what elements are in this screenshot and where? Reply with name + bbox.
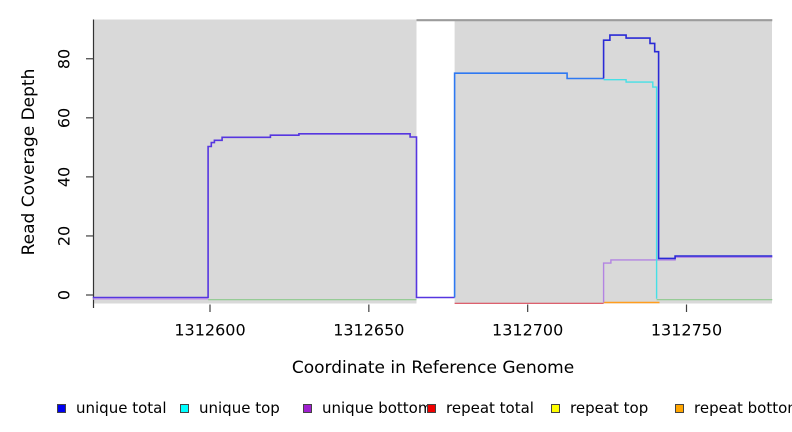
legend-item-repeat-bottom: repeat bottom	[675, 399, 792, 417]
legend-label-unique-total: unique total	[76, 399, 167, 417]
legend-swatch-repeat-bottom	[675, 404, 684, 413]
legend-item-unique-total: unique total	[57, 399, 167, 417]
series-line-mid-coverage-block	[453, 72, 604, 298]
legend-swatch-repeat-top	[551, 404, 560, 413]
y-axis-title: Read Coverage Depth	[19, 68, 39, 256]
series-line-left-coverage-block	[92, 133, 455, 299]
x-tick-label: 1312600	[174, 320, 246, 340]
legend-swatch-unique-bottom	[303, 404, 312, 413]
legend-label-repeat-top: repeat top	[570, 399, 649, 417]
y-tick-label: 60	[54, 107, 74, 128]
legend-label-repeat-total: repeat total	[446, 399, 534, 417]
y-tick-label: 0	[54, 289, 74, 301]
y-tick-label: 40	[54, 166, 74, 188]
legend-item-repeat-top: repeat top	[551, 399, 649, 417]
legend-item-repeat-total: repeat total	[427, 399, 534, 417]
y-tick-label: 80	[54, 48, 74, 69]
legend-item-unique-top: unique top	[180, 399, 280, 417]
x-tick-label: 1312700	[492, 320, 564, 340]
legend-item-unique-bottom: unique bottom	[303, 399, 433, 417]
y-tick-label: 20	[54, 225, 74, 247]
legend-label-unique-top: unique top	[199, 399, 280, 417]
legend-swatch-unique-total	[57, 404, 66, 413]
series-line-right-coverage-block	[602, 34, 773, 260]
legend-swatch-unique-top	[180, 404, 189, 413]
legend-label-repeat-bottom: repeat bottom	[694, 399, 792, 417]
x-axis-title: Coordinate in Reference Genome	[291, 358, 575, 378]
legend-label-unique-bottom: unique bottom	[322, 399, 433, 417]
masked-gap-region	[416, 19, 455, 304]
x-tick-label: 1312650	[333, 320, 405, 340]
x-tick-label: 1312750	[650, 320, 723, 340]
series-line-unique-top-right-step	[603, 78, 658, 299]
series-lines	[92, 19, 773, 304]
legend-swatch-repeat-total	[427, 404, 436, 413]
